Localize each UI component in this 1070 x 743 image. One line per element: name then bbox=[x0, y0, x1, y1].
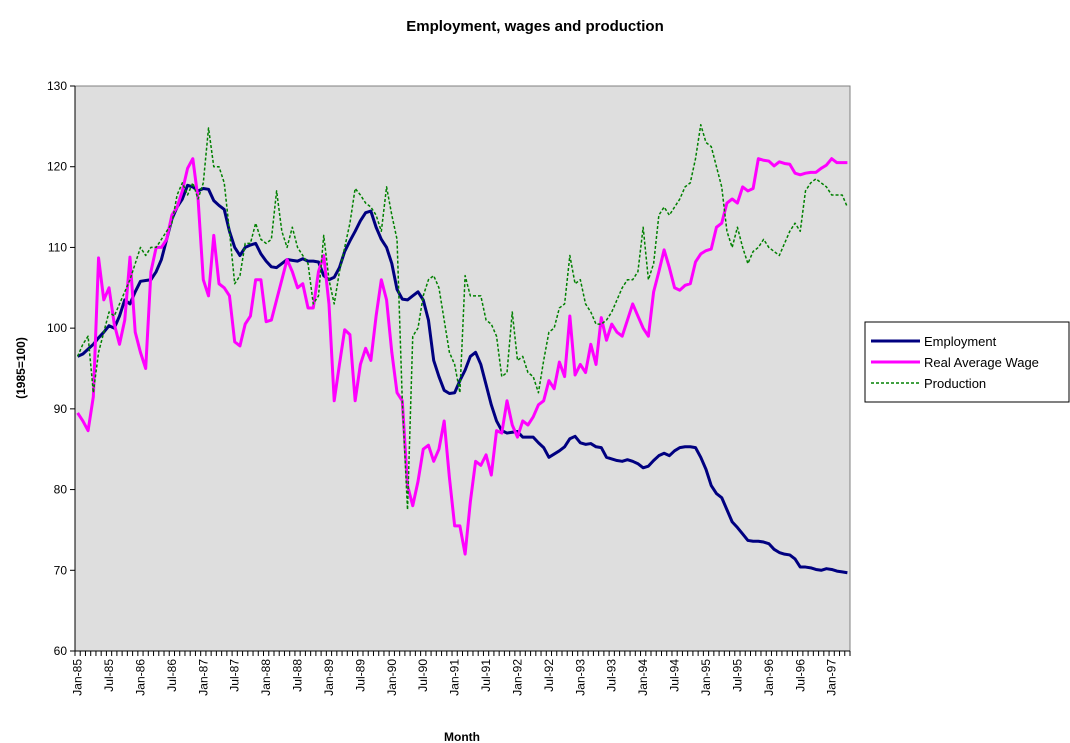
legend-label: Production bbox=[924, 376, 986, 391]
y-tick-label: 60 bbox=[54, 644, 68, 658]
x-tick-label: Jul-94 bbox=[668, 659, 682, 692]
y-tick-label: 80 bbox=[54, 483, 68, 497]
x-tick-label: Jul-91 bbox=[479, 659, 493, 692]
x-tick-label: Jan-89 bbox=[322, 659, 336, 696]
y-axis-title: (1985=100) bbox=[14, 337, 28, 399]
x-tick-label: Jan-97 bbox=[825, 659, 839, 696]
y-tick-label: 120 bbox=[47, 160, 67, 174]
x-tick-label: Jan-94 bbox=[636, 659, 650, 696]
x-tick-label: Jan-91 bbox=[448, 659, 462, 696]
y-tick-label: 70 bbox=[54, 563, 68, 577]
chart-title: Employment, wages and production bbox=[406, 18, 664, 35]
series-line bbox=[76, 183, 848, 575]
x-tick-label: Jan-96 bbox=[762, 659, 776, 696]
series-line bbox=[76, 157, 848, 556]
y-tick-label: 100 bbox=[47, 321, 67, 335]
x-tick-label: Jan-95 bbox=[699, 659, 713, 696]
x-axis-title: Month bbox=[444, 730, 480, 743]
y-tick-label: 130 bbox=[47, 79, 67, 93]
x-tick-label: Jan-93 bbox=[573, 659, 587, 696]
x-tick-label: Jul-96 bbox=[793, 659, 807, 692]
x-tick-label: Jul-88 bbox=[291, 659, 305, 692]
x-tick-label: Jan-87 bbox=[196, 659, 210, 696]
y-tick-label: 90 bbox=[54, 402, 68, 416]
x-tick-label: Jul-92 bbox=[542, 659, 556, 692]
legend: Employment Real Average Wage Production bbox=[864, 321, 1070, 403]
series-line bbox=[76, 123, 849, 511]
legend-label: Real Average Wage bbox=[924, 355, 1039, 370]
x-tick-label: Jul-93 bbox=[605, 659, 619, 692]
x-tick-label: Jan-85 bbox=[71, 659, 85, 696]
x-tick-label: Jan-90 bbox=[385, 659, 399, 696]
plot-area bbox=[74, 85, 851, 652]
x-tick-label: Jul-85 bbox=[102, 659, 116, 692]
x-tick-label: Jan-88 bbox=[259, 659, 273, 696]
y-tick-label: 110 bbox=[48, 240, 67, 254]
x-tick-label: Jul-89 bbox=[353, 659, 367, 692]
legend-label: Employment bbox=[924, 334, 997, 349]
x-tick-label: Jul-90 bbox=[416, 659, 430, 692]
x-tick-label: Jul-86 bbox=[165, 659, 179, 692]
x-tick-label: Jul-95 bbox=[730, 659, 744, 692]
x-tick-label: Jan-86 bbox=[133, 659, 147, 696]
x-tick-label: Jul-87 bbox=[228, 659, 242, 692]
x-tick-label: Jan-92 bbox=[510, 659, 524, 696]
